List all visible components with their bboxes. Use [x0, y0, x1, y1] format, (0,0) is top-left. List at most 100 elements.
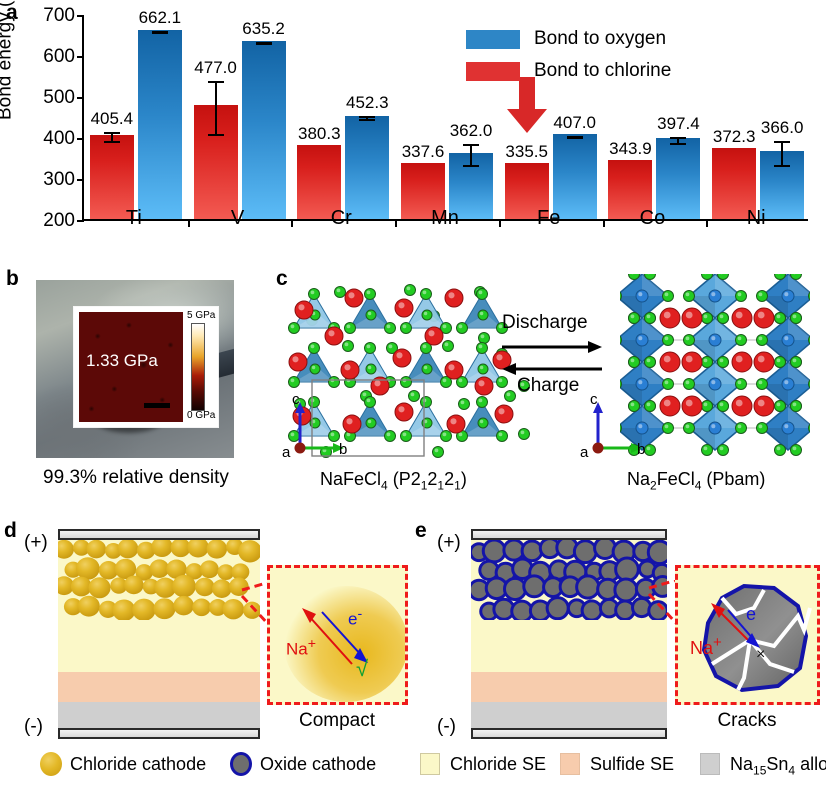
panel-c-crystal-structures: c c b a NaFeCl4 (P212121) Discharge Char… — [272, 262, 826, 520]
axes-indicator-left — [294, 402, 344, 454]
atom — [364, 342, 376, 354]
bar-value-label: 372.3 — [712, 127, 756, 147]
atom — [444, 288, 464, 308]
bar-value-label: 452.3 — [346, 93, 389, 113]
error-bar-cap — [255, 43, 272, 46]
structure-left-caption: NaFeCl4 (P212121) — [320, 469, 467, 493]
bar-mn-chlorine[interactable] — [401, 162, 445, 219]
bar-co-chlorine[interactable] — [608, 160, 653, 219]
bar-fe-chlorine[interactable] — [504, 163, 549, 219]
atom — [628, 400, 640, 412]
y-tick-label: 700 — [43, 5, 75, 26]
atom — [701, 356, 713, 368]
error-bar-cap — [566, 136, 583, 139]
atom — [781, 289, 795, 303]
cathode-particle — [222, 598, 245, 620]
bar-ti-chlorine[interactable] — [89, 134, 134, 219]
legend-label-chlorine: Bond to chlorine — [534, 60, 672, 81]
atom — [496, 376, 508, 388]
bar-value-label: 407.0 — [553, 112, 596, 132]
panel-label-d: d — [4, 519, 17, 542]
atom — [504, 390, 516, 402]
nanoindentation-inset: 1.33 GPa 5 GPa 0 GPa — [74, 307, 218, 427]
atom — [384, 430, 396, 442]
error-bar-cap — [774, 141, 791, 144]
atom — [365, 363, 377, 375]
atom — [708, 377, 722, 391]
cathode-particle — [117, 540, 139, 559]
atom — [620, 379, 622, 389]
atom — [731, 351, 753, 373]
y-tick-label: 200 — [43, 210, 75, 231]
structure-na2fecl4 — [620, 274, 810, 456]
bar-cr-oxygen[interactable] — [345, 115, 390, 219]
alloy-anode-layer-d — [58, 702, 260, 730]
figure-legend: Chloride cathode Oxide cathode Chloride SE… — [0, 742, 826, 793]
atom — [440, 376, 452, 388]
atom — [659, 395, 681, 417]
atom — [635, 289, 649, 303]
cathode-particle — [105, 542, 122, 559]
atom — [701, 312, 713, 324]
cathode-particle — [77, 595, 100, 617]
error-bar-cap — [359, 118, 376, 121]
error-bar-cap — [103, 132, 120, 135]
atom — [681, 395, 703, 417]
atom — [717, 274, 729, 280]
atom — [683, 378, 695, 390]
cathode-particle — [194, 577, 215, 597]
atom — [753, 395, 775, 417]
error-bar-cap — [207, 133, 224, 136]
cathode-particle — [166, 559, 187, 579]
bar-v-oxygen[interactable] — [241, 40, 286, 219]
legend-label-na15sn4-alloy: Na15Sn4 alloy — [730, 754, 826, 778]
atom — [790, 274, 802, 280]
reaction-discharge-label: Discharge — [502, 312, 588, 333]
x-tick-mark — [187, 220, 190, 227]
bar-value-label: 362.0 — [449, 120, 493, 140]
cathode-particle — [86, 540, 107, 559]
bar-ti-oxygen[interactable] — [137, 29, 182, 219]
bar-ni-chlorine[interactable] — [712, 148, 757, 219]
bar-value-label: 397.4 — [657, 114, 700, 134]
positive-current-collector-d — [58, 529, 260, 540]
bar-fe-oxygen[interactable] — [552, 134, 597, 219]
atom — [753, 351, 775, 373]
atom — [440, 430, 452, 442]
negative-current-collector-d — [58, 728, 260, 739]
legend-label-oxide-cathode: Oxide cathode — [260, 754, 377, 774]
atom — [494, 404, 514, 424]
atom — [308, 342, 320, 354]
cathode-particle — [112, 599, 136, 620]
y-axis-title: Bond energy (kJ mol-1) — [0, 0, 16, 120]
atom — [735, 290, 747, 302]
atom — [365, 417, 377, 429]
atom — [644, 400, 656, 412]
y-tick-mark — [77, 220, 84, 222]
atom — [456, 376, 468, 388]
cathode-particle — [149, 559, 170, 578]
error-bar — [214, 81, 217, 134]
cathode-particle — [151, 540, 173, 557]
error-bar — [470, 143, 472, 166]
atom — [421, 309, 433, 321]
zoom-connector-d — [240, 582, 272, 628]
error-bar-cap — [207, 81, 224, 84]
cathode-particle — [72, 540, 90, 556]
positive-electrode-label-d: (+) — [24, 532, 48, 553]
x-tick-mark — [395, 220, 398, 227]
bar-cr-chlorine[interactable] — [297, 145, 342, 219]
error-bar-cap — [774, 164, 791, 167]
cathode-particle — [187, 540, 209, 558]
atom — [681, 351, 703, 373]
x-axis-label-ti: Ti — [125, 207, 142, 229]
atom — [342, 414, 362, 434]
atom — [496, 322, 508, 334]
negative-current-collector-e — [471, 728, 667, 739]
bar-co-oxygen[interactable] — [656, 138, 701, 219]
bar-value-label: 337.6 — [401, 141, 445, 161]
atom — [774, 274, 786, 280]
atom — [328, 430, 340, 442]
atom — [644, 274, 656, 280]
atom — [478, 332, 490, 344]
